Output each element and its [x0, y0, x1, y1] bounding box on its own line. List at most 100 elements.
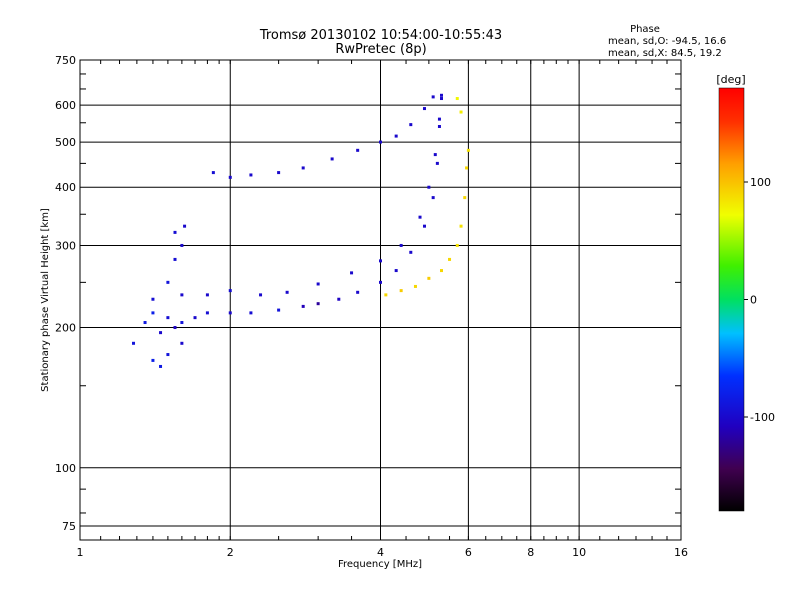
data-points	[132, 93, 470, 368]
data-point	[435, 161, 439, 165]
colorbar	[718, 87, 745, 512]
data-point	[143, 321, 147, 325]
data-point	[211, 171, 215, 175]
y-tick-label: 400	[55, 181, 76, 194]
data-point	[448, 257, 452, 261]
chart-title: Tromsø 20130102 10:54:00-10:55:43	[259, 28, 502, 43]
data-point	[166, 280, 170, 284]
data-point	[356, 148, 360, 152]
x-tick-label: 8	[527, 546, 534, 559]
data-point	[180, 321, 184, 325]
data-point	[151, 358, 155, 362]
data-point	[440, 93, 444, 97]
data-point	[316, 302, 320, 306]
data-point	[337, 297, 341, 301]
data-point	[173, 257, 177, 261]
data-point	[173, 230, 177, 234]
data-point	[159, 364, 163, 368]
data-point	[173, 326, 177, 330]
data-point	[132, 341, 136, 345]
data-point	[422, 224, 426, 228]
data-point	[277, 308, 281, 312]
data-point	[466, 148, 470, 152]
data-point	[205, 311, 209, 315]
y-tick-label: 750	[55, 54, 76, 67]
data-point	[193, 316, 197, 320]
data-point	[455, 97, 459, 101]
colorbar-tick-label: -100	[750, 411, 775, 424]
data-point	[151, 297, 155, 301]
phase-legend-title: Phase	[630, 24, 660, 35]
data-point	[394, 134, 398, 138]
data-point	[440, 97, 444, 101]
data-point	[427, 276, 431, 280]
data-point	[413, 284, 417, 288]
x-tick-label: 16	[674, 546, 688, 559]
data-point	[180, 243, 184, 247]
data-point	[259, 293, 263, 297]
data-point	[180, 341, 184, 345]
colorbar-tick-label: 0	[750, 294, 757, 307]
y-tick-label: 100	[55, 462, 76, 475]
data-point	[440, 269, 444, 273]
data-point	[330, 157, 334, 161]
data-point	[379, 140, 382, 144]
data-point	[301, 166, 305, 170]
data-point	[463, 196, 467, 200]
data-point	[455, 243, 459, 247]
minor-ticks	[80, 60, 681, 540]
data-point	[422, 107, 426, 111]
data-point	[356, 290, 360, 294]
x-axis-label: Frequency [MHz]	[338, 559, 422, 570]
x-tick-label: 6	[465, 546, 472, 559]
chart-subtitle: RwPretec (8p)	[335, 42, 426, 57]
data-point	[285, 290, 289, 294]
x-tick-label: 4	[377, 546, 384, 559]
data-point	[437, 124, 441, 128]
data-point	[183, 224, 187, 228]
y-tick-label: 75	[62, 520, 76, 533]
data-point	[159, 331, 163, 335]
data-point	[249, 173, 253, 177]
x-tick-label: 10	[572, 546, 586, 559]
data-point	[465, 166, 469, 170]
data-point	[277, 171, 281, 175]
y-tick-label: 600	[55, 99, 76, 112]
data-point	[166, 353, 170, 357]
phase-legend-o: mean, sd,O: -94.5, 16.6	[608, 36, 726, 47]
data-point	[151, 311, 155, 315]
x-tick-labels: 1 2 4 6 8 10 16	[77, 546, 689, 559]
y-tick-label: 200	[55, 322, 76, 335]
data-point	[180, 293, 184, 297]
data-point	[459, 110, 463, 114]
data-point	[384, 293, 388, 297]
data-point	[427, 185, 431, 189]
data-point	[166, 316, 170, 320]
data-point	[431, 196, 435, 200]
data-point	[399, 243, 403, 247]
data-point	[205, 293, 209, 297]
y-tick-label: 300	[55, 239, 76, 252]
data-point	[316, 282, 320, 286]
data-point	[301, 304, 305, 308]
colorbar-label: [deg]	[716, 73, 745, 86]
data-point	[399, 289, 403, 293]
data-point	[418, 215, 422, 219]
data-point	[394, 269, 398, 273]
y-axis-label: Stationary phase Virtual Height [km]	[40, 208, 51, 392]
grid-lines	[80, 60, 681, 540]
colorbar-tick-label: 100	[750, 176, 771, 189]
x-tick-label: 1	[77, 546, 84, 559]
data-point	[228, 175, 232, 179]
phase-legend-x: mean, sd,X: 84.5, 19.2	[608, 48, 722, 59]
data-point	[228, 289, 232, 293]
data-point	[437, 117, 441, 121]
data-point	[379, 259, 382, 263]
y-tick-labels: 75 100 200 300 400 500 600 750	[55, 54, 76, 533]
data-point	[431, 95, 435, 99]
data-point	[350, 271, 354, 275]
data-point	[433, 153, 437, 157]
y-tick-label: 500	[55, 136, 76, 149]
data-point	[379, 280, 382, 284]
data-point	[459, 224, 463, 228]
